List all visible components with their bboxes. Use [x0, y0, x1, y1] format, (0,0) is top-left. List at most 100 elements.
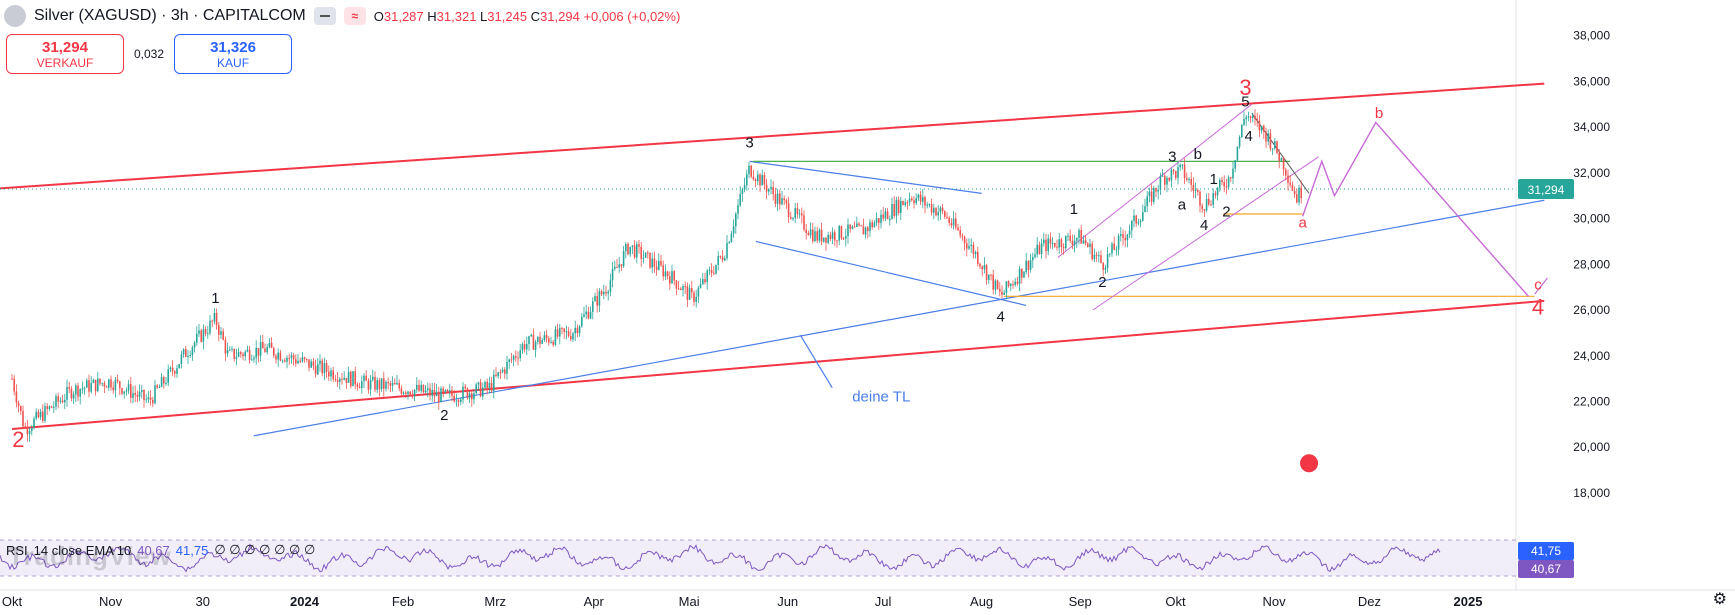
candle-body: [453, 395, 455, 402]
candle-body: [908, 198, 911, 203]
candle-body: [878, 218, 880, 224]
candle-body: [1115, 249, 1118, 251]
candle-body: [904, 202, 906, 205]
candle-body: [1157, 189, 1159, 192]
rsi-legend[interactable]: RSI 14 close EMA 10 40,67 41,75 ∅ ∅ ∅ ∅ …: [6, 542, 315, 558]
wave-label: 3: [1239, 75, 1251, 100]
candle-body: [317, 364, 319, 375]
candle-body: [768, 189, 770, 192]
candle-body: [374, 376, 376, 390]
candle-body: [620, 264, 623, 267]
candle-body: [64, 399, 66, 403]
candle-body: [202, 329, 205, 342]
candle-body: [490, 382, 493, 391]
candle-body: [688, 288, 691, 300]
candle-body: [737, 205, 739, 214]
x-tick-label: Sep: [1069, 594, 1092, 609]
candle-body: [468, 393, 471, 399]
candle-body: [508, 359, 510, 362]
candle-body: [662, 265, 664, 277]
candle-body: [561, 327, 563, 329]
candle-body: [704, 279, 706, 283]
candle-body: [343, 377, 345, 380]
candle-body: [354, 371, 356, 385]
candle-body: [946, 216, 948, 218]
candle-body: [548, 338, 550, 343]
price-scale-bg: [1516, 0, 1735, 615]
x-tick-label: 2025: [1454, 594, 1483, 609]
candle-body: [1109, 253, 1111, 255]
candle-body: [816, 231, 818, 241]
candle-body: [248, 349, 251, 360]
candle-body: [1223, 182, 1225, 187]
candle-body: [383, 378, 385, 389]
candle-body: [240, 352, 242, 355]
x-tick-label: Aug: [970, 594, 993, 609]
candle-body: [376, 380, 378, 390]
candle-body: [270, 342, 273, 348]
candle-body: [651, 258, 653, 268]
candle-body: [994, 280, 997, 290]
candle-body: [807, 233, 810, 236]
wave-label: 3: [1168, 148, 1176, 165]
low-value: 31,245: [487, 8, 528, 24]
candle-body: [1232, 168, 1234, 179]
candle-body: [1168, 177, 1170, 181]
compare-button[interactable]: ≈: [343, 7, 366, 25]
candle-body: [482, 387, 484, 397]
candle-body: [735, 213, 737, 227]
candle-body: [136, 394, 139, 397]
candle-body: [1060, 239, 1063, 247]
buy-button[interactable]: 31,326 KAUF: [174, 34, 293, 74]
candle-body: [638, 244, 640, 247]
candle-body: [512, 355, 515, 360]
candle-body: [1280, 157, 1283, 161]
candle-body: [152, 399, 154, 404]
symbol-title[interactable]: Silver (XAGUSD) · 3h · CAPITALCOM: [34, 7, 306, 24]
candle-body: [50, 406, 53, 408]
candle-body: [209, 320, 211, 334]
candle-body: [695, 296, 697, 302]
x-tick-label: Mrz: [484, 594, 506, 609]
candle-body: [400, 388, 403, 394]
candle-body: [825, 237, 827, 243]
x-tick-label: Nov: [99, 594, 123, 609]
hide-indicator-button[interactable]: [313, 7, 336, 25]
candle-body: [728, 242, 730, 244]
candle-body: [1102, 262, 1104, 270]
candle-body: [581, 316, 583, 327]
candle-body: [563, 328, 565, 332]
sell-button[interactable]: 31,294 VERKAUF: [6, 34, 124, 74]
candle-body: [772, 186, 774, 195]
candle-body: [653, 258, 656, 267]
candle-body: [237, 352, 240, 357]
candle-body: [70, 388, 73, 399]
candle-body: [860, 225, 862, 227]
candle-body: [981, 266, 983, 270]
candle-body: [781, 198, 783, 205]
symbol-logo-icon[interactable]: [4, 5, 26, 27]
candle-body: [424, 390, 427, 393]
rsi-name: RSI: [6, 542, 28, 558]
candle-body: [1144, 206, 1146, 213]
trend-line-upper-channel: [0, 82, 1545, 190]
candle-body: [1159, 176, 1162, 190]
candle-body: [1296, 194, 1298, 203]
candle-body: [847, 224, 849, 237]
candle-body: [649, 252, 651, 268]
x-tick-label: Jul: [875, 594, 892, 609]
candle-body: [196, 333, 198, 343]
candle-body: [180, 354, 183, 364]
sell-label: VERKAUF: [36, 56, 94, 70]
candle-body: [101, 383, 103, 385]
candle-body: [893, 204, 895, 216]
candle-body: [466, 388, 469, 399]
candle-body: [902, 200, 904, 205]
candle-body: [1201, 205, 1203, 210]
candle-body: [290, 355, 293, 358]
candle-body: [990, 274, 992, 276]
candle-body: [911, 198, 913, 201]
settings-gear-icon[interactable]: ⚙: [1712, 591, 1727, 608]
candle-body: [108, 379, 110, 388]
